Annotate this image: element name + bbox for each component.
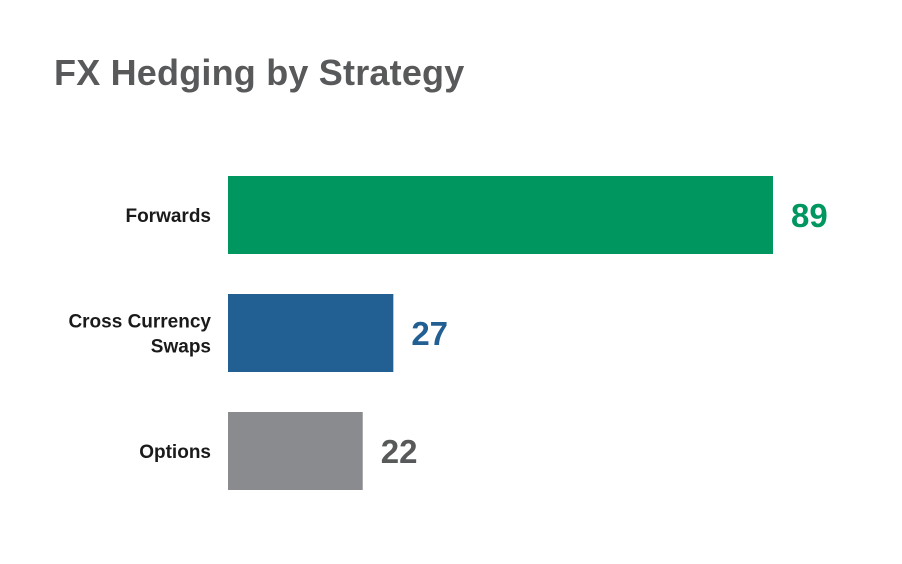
category-label-line: Forwards — [125, 206, 211, 227]
category-label-1: Cross Currency Swaps — [68, 312, 211, 358]
bars-group: Forwards 89 Cross Currency Swaps 27 Options 22 — [68, 176, 828, 490]
chart-title: FX Hedging by Strategy — [54, 52, 465, 93]
value-label-0: 89 — [791, 197, 828, 234]
category-label-line: Cross Currency — [68, 312, 211, 333]
bar-2 — [228, 412, 363, 490]
bar-1 — [228, 294, 394, 372]
category-label-0: Forwards — [125, 206, 211, 227]
category-label-line: Swaps — [151, 337, 211, 358]
category-label-line: Options — [139, 442, 211, 463]
bar-0 — [228, 176, 773, 254]
value-label-1: 27 — [411, 315, 448, 352]
category-label-2: Options — [139, 442, 211, 463]
value-label-2: 22 — [381, 433, 418, 470]
